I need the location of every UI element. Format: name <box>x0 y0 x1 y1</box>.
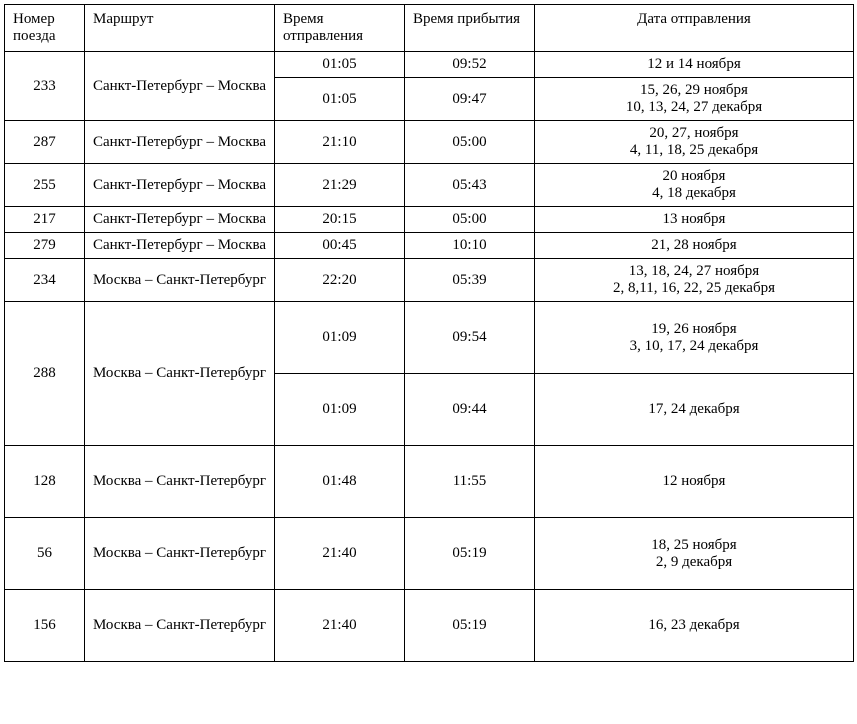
cell-arrival-time: 05:19 <box>405 590 535 662</box>
cell-departure-date: 12 ноября <box>535 446 854 518</box>
cell-arrival-time: 05:00 <box>405 207 535 233</box>
table-row: 288Москва – Санкт-Петербург01:0909:5419,… <box>5 302 854 374</box>
header-arrival-time: Время прибытия <box>405 5 535 52</box>
cell-departure-date: 13 ноября <box>535 207 854 233</box>
cell-arrival-time: 09:54 <box>405 302 535 374</box>
cell-train-number: 128 <box>5 446 85 518</box>
cell-route: Санкт-Петербург – Москва <box>85 164 275 207</box>
table-row: 279Санкт-Петербург – Москва00:4510:1021,… <box>5 233 854 259</box>
table-row: 287Санкт-Петербург – Москва21:1005:0020,… <box>5 121 854 164</box>
cell-arrival-time: 05:43 <box>405 164 535 207</box>
cell-arrival-time: 09:52 <box>405 52 535 78</box>
cell-route: Санкт-Петербург – Москва <box>85 207 275 233</box>
cell-arrival-time: 09:44 <box>405 374 535 446</box>
cell-train-number: 255 <box>5 164 85 207</box>
cell-train-number: 287 <box>5 121 85 164</box>
header-departure-time: Время отправления <box>275 5 405 52</box>
cell-departure-date: 16, 23 декабря <box>535 590 854 662</box>
cell-departure-time: 01:05 <box>275 78 405 121</box>
table-row: 233Санкт-Петербург – Москва01:0509:5212 … <box>5 52 854 78</box>
header-departure-date: Дата отправления <box>535 5 854 52</box>
cell-departure-time: 01:48 <box>275 446 405 518</box>
table-body: 233Санкт-Петербург – Москва01:0509:5212 … <box>5 52 854 662</box>
table-header-row: Номер поезда Маршрут Время отправления В… <box>5 5 854 52</box>
cell-departure-date: 20, 27, ноября4, 11, 18, 25 декабря <box>535 121 854 164</box>
cell-departure-date: 13, 18, 24, 27 ноября2, 8,11, 16, 22, 25… <box>535 259 854 302</box>
cell-departure-time: 20:15 <box>275 207 405 233</box>
cell-departure-time: 01:09 <box>275 302 405 374</box>
cell-route: Москва – Санкт-Петербург <box>85 446 275 518</box>
cell-departure-time: 21:10 <box>275 121 405 164</box>
cell-train-number: 233 <box>5 52 85 121</box>
cell-departure-date: 15, 26, 29 ноября10, 13, 24, 27 декабря <box>535 78 854 121</box>
cell-arrival-time: 11:55 <box>405 446 535 518</box>
header-route: Маршрут <box>85 5 275 52</box>
cell-route: Санкт-Петербург – Москва <box>85 233 275 259</box>
cell-train-number: 156 <box>5 590 85 662</box>
cell-route: Москва – Санкт-Петербург <box>85 518 275 590</box>
cell-arrival-time: 10:10 <box>405 233 535 259</box>
cell-departure-time: 21:40 <box>275 518 405 590</box>
cell-route: Москва – Санкт-Петербург <box>85 302 275 446</box>
cell-departure-time: 22:20 <box>275 259 405 302</box>
cell-route: Москва – Санкт-Петербург <box>85 590 275 662</box>
cell-departure-date: 21, 28 ноября <box>535 233 854 259</box>
cell-arrival-time: 05:00 <box>405 121 535 164</box>
cell-route: Москва – Санкт-Петербург <box>85 259 275 302</box>
cell-departure-time: 00:45 <box>275 233 405 259</box>
cell-departure-date: 20 ноября4, 18 декабря <box>535 164 854 207</box>
table-row: 56Москва – Санкт-Петербург21:4005:1918, … <box>5 518 854 590</box>
cell-route: Санкт-Петербург – Москва <box>85 52 275 121</box>
cell-train-number: 234 <box>5 259 85 302</box>
cell-train-number: 217 <box>5 207 85 233</box>
table-row: 156Москва – Санкт-Петербург21:4005:1916,… <box>5 590 854 662</box>
cell-departure-time: 21:29 <box>275 164 405 207</box>
cell-train-number: 279 <box>5 233 85 259</box>
cell-arrival-time: 05:19 <box>405 518 535 590</box>
cell-arrival-time: 09:47 <box>405 78 535 121</box>
cell-departure-time: 21:40 <box>275 590 405 662</box>
cell-train-number: 56 <box>5 518 85 590</box>
cell-train-number: 288 <box>5 302 85 446</box>
table-row: 234Москва – Санкт-Петербург22:2005:3913,… <box>5 259 854 302</box>
train-schedule-table: Номер поезда Маршрут Время отправления В… <box>4 4 854 662</box>
header-train-number: Номер поезда <box>5 5 85 52</box>
cell-route: Санкт-Петербург – Москва <box>85 121 275 164</box>
table-row: 128Москва – Санкт-Петербург01:4811:5512 … <box>5 446 854 518</box>
cell-departure-date: 18, 25 ноября2, 9 декабря <box>535 518 854 590</box>
cell-arrival-time: 05:39 <box>405 259 535 302</box>
cell-departure-date: 12 и 14 ноября <box>535 52 854 78</box>
table-row: 217Санкт-Петербург – Москва20:1505:0013 … <box>5 207 854 233</box>
cell-departure-date: 19, 26 ноября3, 10, 17, 24 декабря <box>535 302 854 374</box>
cell-departure-time: 01:05 <box>275 52 405 78</box>
table-row: 255Санкт-Петербург – Москва21:2905:4320 … <box>5 164 854 207</box>
cell-departure-time: 01:09 <box>275 374 405 446</box>
cell-departure-date: 17, 24 декабря <box>535 374 854 446</box>
